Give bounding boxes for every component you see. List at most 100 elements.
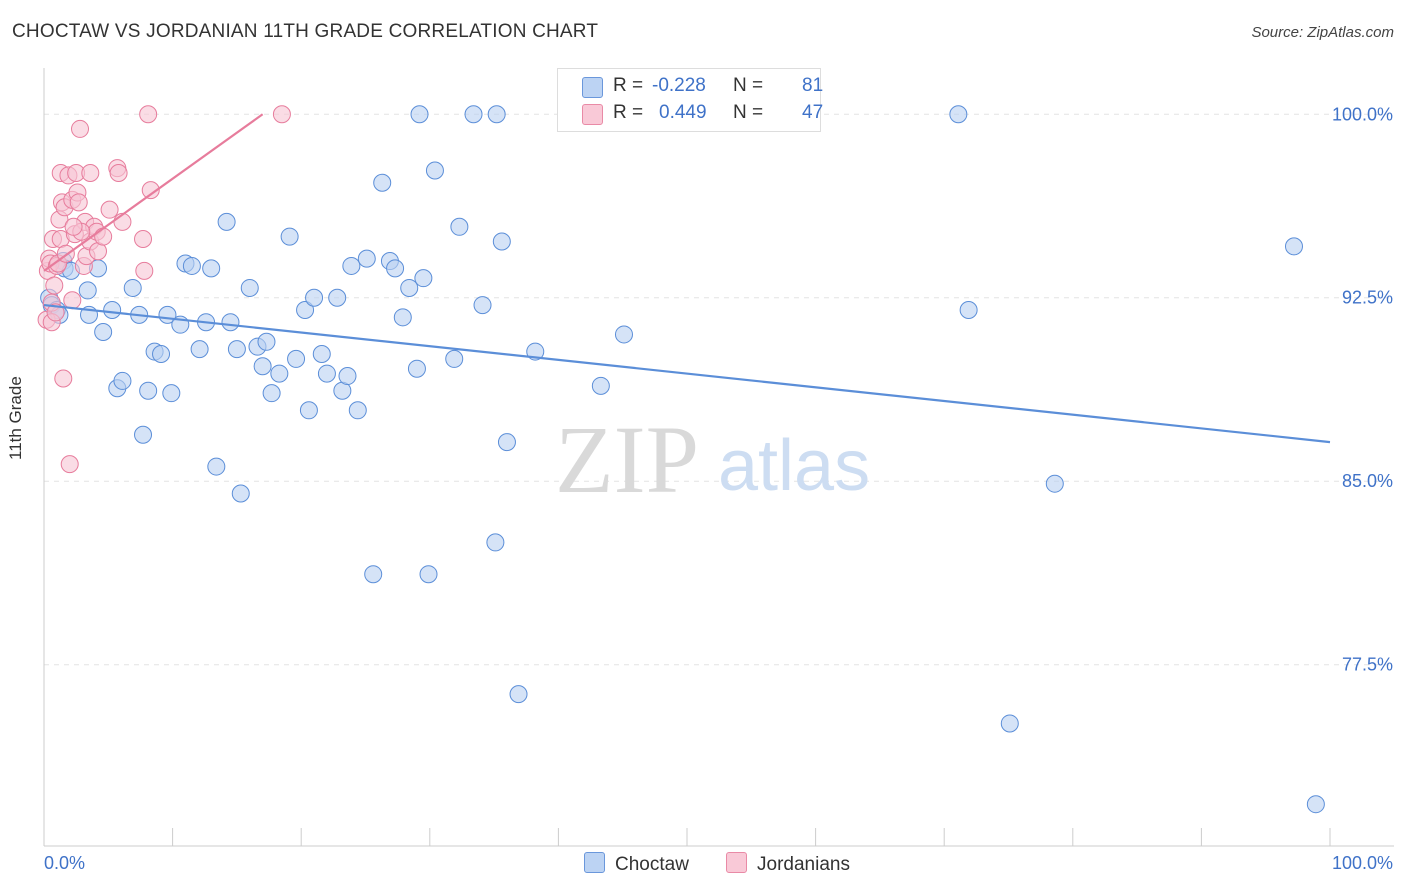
data-point: [135, 261, 154, 280]
data-point: [103, 300, 122, 319]
data-point: [69, 193, 88, 212]
data-point: [113, 371, 132, 390]
bottom-legend-choctaw: Choctaw: [584, 852, 689, 876]
data-point: [207, 457, 226, 476]
data-point: [526, 342, 545, 361]
data-point: [473, 296, 492, 315]
data-point: [1306, 795, 1325, 814]
data-point: [1045, 474, 1064, 493]
bottom-legend-jordanians: Jordanians: [726, 852, 850, 876]
data-point: [348, 401, 367, 420]
data-point: [100, 200, 119, 219]
data-point: [94, 227, 113, 246]
data-point: [182, 256, 201, 275]
data-point: [240, 278, 259, 297]
x-tick-label: 100.0%: [1332, 853, 1393, 873]
data-point: [46, 303, 65, 322]
y-tick-label: 100.0%: [1332, 104, 1393, 124]
data-point: [262, 384, 281, 403]
data-point: [287, 349, 306, 368]
data-point: [317, 364, 336, 383]
data-point: [202, 259, 221, 278]
data-point: [109, 163, 128, 182]
data-point: [60, 455, 79, 474]
data-point: [78, 281, 97, 300]
data-point: [492, 232, 511, 251]
data-point: [296, 300, 315, 319]
data-point: [373, 173, 392, 192]
data-point: [141, 181, 160, 200]
data-point: [54, 369, 73, 388]
bottom-legend-swatch-choctaw: [584, 852, 605, 873]
data-point: [419, 565, 438, 584]
data-point: [591, 376, 610, 395]
data-point: [410, 105, 429, 124]
series-choctaw: [40, 105, 1325, 814]
data-point: [71, 119, 90, 138]
data-point: [45, 276, 64, 295]
data-point: [94, 323, 113, 341]
data-point: [64, 217, 83, 236]
data-point: [280, 227, 299, 246]
bottom-legend-label: Jordanians: [757, 854, 850, 875]
data-point: [134, 230, 153, 249]
data-point: [272, 105, 291, 124]
data-point: [139, 105, 158, 124]
legend-n-label: N =: [733, 102, 764, 123]
trend-lines: [43, 113, 1331, 444]
bottom-legend-swatch-jordanians: [726, 852, 747, 873]
data-point: [123, 278, 142, 297]
data-point: [357, 249, 376, 268]
data-point: [614, 325, 633, 344]
data-point: [221, 313, 240, 332]
watermark-zip: ZIP: [555, 406, 699, 513]
legend-swatch-jordanians: [582, 104, 603, 125]
chart-title: CHOCTAW VS JORDANIAN 11TH GRADE CORRELAT…: [12, 21, 599, 42]
data-point: [386, 259, 405, 278]
legend-r-value: -0.228: [652, 75, 706, 96]
data-point: [509, 685, 528, 704]
legend-swatch-choctaw: [582, 77, 603, 98]
data-point: [139, 381, 158, 400]
data-point: [328, 288, 347, 307]
grid-lines: [44, 113, 1394, 666]
tick-labels: 100.0% 92.5% 85.0% 77.5% 0.0% 100.0%: [44, 104, 1393, 873]
data-point: [190, 340, 209, 359]
trend-line-choctaw: [43, 303, 1331, 444]
legend-n-value: 47: [802, 102, 824, 123]
trend-line-jordanians: [43, 113, 264, 272]
data-point: [486, 533, 505, 552]
legend-n-value: 81: [802, 75, 824, 96]
data-point: [231, 484, 250, 503]
data-point: [253, 357, 272, 376]
data-point: [338, 367, 357, 386]
series-jordanians: [37, 105, 291, 474]
data-point: [393, 308, 412, 327]
data-point: [299, 401, 318, 420]
legend-n-label: N =: [733, 75, 764, 96]
data-point: [497, 433, 516, 452]
data-point: [312, 345, 331, 364]
data-point: [162, 384, 181, 403]
y-tick-label: 77.5%: [1342, 655, 1393, 675]
x-tick-label: 0.0%: [44, 853, 85, 873]
data-point: [1000, 714, 1019, 733]
data-point: [270, 364, 289, 383]
data-point: [400, 278, 419, 297]
data-point: [81, 163, 100, 182]
data-point: [407, 359, 426, 378]
data-point: [949, 105, 968, 124]
bottom-legend-label: Choctaw: [615, 854, 689, 875]
y-tick-label: 92.5%: [1342, 288, 1393, 308]
data-point: [1284, 237, 1303, 256]
data-point: [959, 300, 978, 319]
data-point: [425, 161, 444, 180]
data-point: [414, 269, 433, 288]
watermark: ZIP atlas: [555, 406, 870, 513]
data-point: [305, 288, 324, 307]
source-label: Source: ZipAtlas.com: [1251, 24, 1394, 41]
legend-r-value: 0.449: [659, 102, 707, 123]
legend-r-label: R =: [613, 75, 644, 96]
data-point: [364, 565, 383, 584]
